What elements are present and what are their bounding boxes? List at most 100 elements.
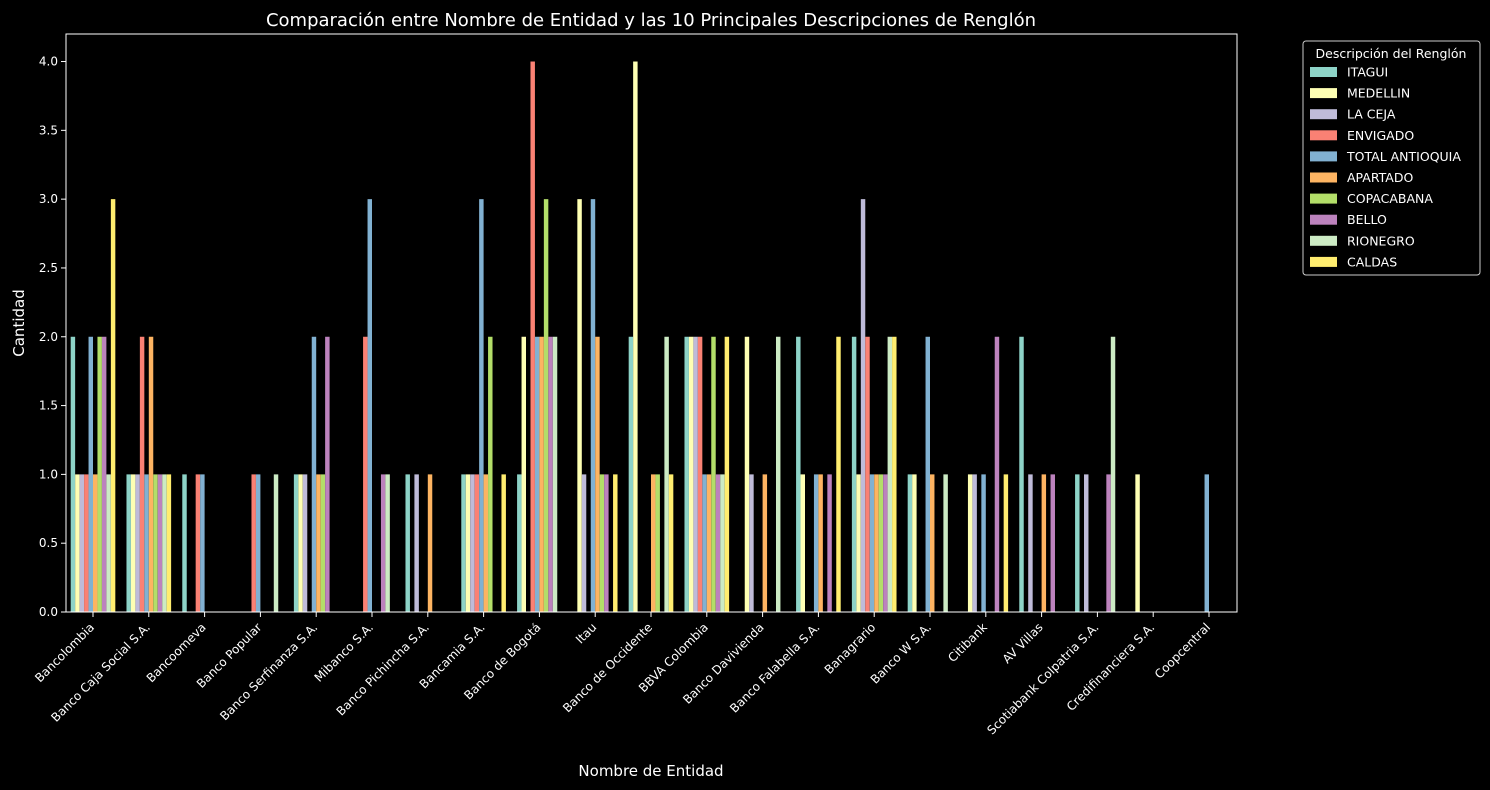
- legend-swatch: [1310, 256, 1337, 267]
- legend-entry: RIONEGRO: [1347, 233, 1415, 248]
- bar-copacabana-9: [599, 474, 605, 612]
- bar-envigado-8: [530, 61, 535, 612]
- bar-rionegro-10: [664, 336, 669, 612]
- legend-swatch: [1310, 67, 1337, 77]
- bar-total-antioquia-16: [981, 474, 986, 612]
- bar-itagui-0: [70, 336, 76, 612]
- bar-bello-5: [380, 474, 386, 612]
- bar-la-ceja-9: [581, 474, 587, 612]
- bar-total-antioquia-1: [144, 474, 149, 612]
- legend-entry: MEDELLIN: [1347, 86, 1410, 101]
- legend-entry: ENVIGADO: [1347, 128, 1414, 143]
- bar-copacabana-10: [655, 474, 660, 612]
- bar-bello-13: [827, 474, 832, 612]
- bar-la-ceja-6: [414, 474, 419, 612]
- bar-copacabana-8: [543, 199, 549, 612]
- bar-apartado-8: [539, 336, 544, 612]
- bar-medellin-14: [856, 474, 861, 612]
- legend-swatch: [1310, 172, 1337, 183]
- bar-la-ceja-14: [860, 199, 866, 612]
- y-axis-title: Cantidad: [10, 289, 28, 356]
- bars-layer: [70, 61, 1209, 612]
- bar-rionegro-3: [273, 474, 279, 612]
- bar-rionegro-18: [1110, 336, 1116, 612]
- bar-itagui-2: [182, 474, 187, 612]
- legend-entry: ITAGUI: [1347, 65, 1388, 80]
- bar-apartado-11: [706, 474, 712, 612]
- bar-envigado-1: [139, 336, 145, 612]
- bar-caldas-1: [166, 474, 172, 612]
- bar-itagui-17: [1019, 336, 1024, 612]
- bar-apartado-13: [818, 474, 823, 612]
- bar-medellin-11: [688, 336, 694, 612]
- bar-caldas-7: [501, 474, 506, 612]
- bar-medellin-9: [577, 199, 582, 612]
- bar-rionegro-0: [106, 474, 111, 612]
- legend-swatch: [1310, 88, 1337, 99]
- bar-medellin-10: [633, 61, 638, 612]
- bar-envigado-14: [865, 336, 870, 612]
- bar-apartado-9: [595, 336, 600, 612]
- bar-bello-16: [994, 336, 1000, 612]
- bar-apartado-6: [427, 474, 433, 612]
- bar-la-ceja-0: [79, 474, 85, 612]
- bar-total-antioquia-11: [702, 474, 707, 612]
- bar-apartado-10: [651, 474, 656, 612]
- bar-total-antioquia-15: [925, 336, 930, 612]
- bar-copacabana-7: [488, 336, 493, 612]
- bar-itagui-7: [461, 474, 466, 612]
- legend-swatch: [1310, 235, 1337, 246]
- bar-itagui-8: [517, 474, 522, 612]
- legend-swatch: [1310, 193, 1337, 204]
- bar-la-ceja-16: [972, 474, 977, 612]
- bar-total-antioquia-7: [479, 199, 484, 612]
- y-tick-label: 2.5: [39, 261, 58, 275]
- bar-caldas-13: [836, 336, 841, 612]
- bar-apartado-12: [762, 474, 768, 612]
- bar-total-antioquia-3: [255, 474, 261, 612]
- bar-medellin-12: [744, 336, 750, 612]
- y-tick-label: 2.0: [39, 330, 58, 344]
- bar-medellin-8: [521, 336, 526, 612]
- bar-itagui-18: [1075, 474, 1080, 612]
- bar-la-ceja-12: [749, 474, 754, 612]
- y-tick-label: 1.0: [39, 467, 58, 481]
- bar-caldas-11: [724, 336, 730, 612]
- bar-copacabana-14: [878, 474, 884, 612]
- bar-bello-8: [548, 336, 553, 612]
- bar-total-antioquia-0: [88, 336, 93, 612]
- bar-itagui-6: [405, 474, 410, 612]
- bar-caldas-10: [668, 474, 674, 612]
- legend-entry: APARTADO: [1347, 170, 1413, 185]
- bar-medellin-1: [130, 474, 136, 612]
- bar-envigado-11: [697, 336, 703, 612]
- bar-medellin-0: [75, 474, 80, 612]
- x-axis-title: Nombre de Entidad: [578, 762, 723, 780]
- bar-medellin-15: [912, 474, 917, 612]
- bar-envigado-0: [84, 474, 89, 612]
- bar-total-antioquia-13: [813, 474, 819, 612]
- bar-copacabana-11: [711, 336, 716, 612]
- bar-rionegro-1: [162, 474, 167, 612]
- bar-copacabana-0: [97, 336, 102, 612]
- legend-title: Descripción del Renglón: [1316, 46, 1467, 61]
- bar-la-ceja-18: [1084, 474, 1089, 612]
- bar-total-antioquia-14: [869, 474, 875, 612]
- bar-apartado-0: [93, 474, 98, 612]
- bar-bello-0: [101, 336, 107, 612]
- bar-total-antioquia-5: [367, 199, 372, 612]
- bar-medellin-16: [967, 474, 973, 612]
- bar-itagui-15: [907, 474, 913, 612]
- bar-apartado-14: [874, 474, 879, 612]
- bar-la-ceja-4: [302, 474, 308, 612]
- bar-apartado-1: [148, 336, 154, 612]
- bar-caldas-0: [110, 199, 116, 612]
- legend-swatch: [1310, 151, 1337, 162]
- bar-rionegro-12: [775, 336, 781, 612]
- bar-bello-4: [325, 336, 330, 612]
- bar-itagui-1: [126, 474, 131, 612]
- y-axis: 0.0 0.5 1.0 1.5 2.0 2.5 3.0 3.5 4.0: [39, 55, 66, 619]
- bar-bello-17: [1050, 474, 1055, 612]
- bar-apartado-17: [1041, 474, 1047, 612]
